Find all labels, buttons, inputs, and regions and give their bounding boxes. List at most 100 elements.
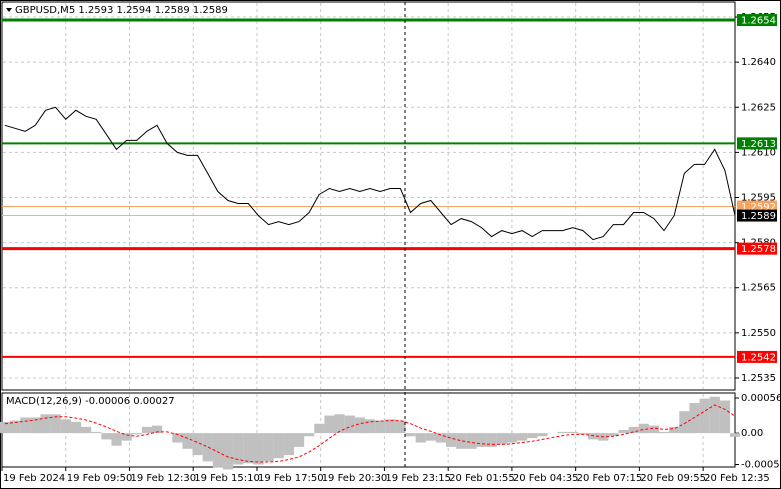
macd-bar xyxy=(435,433,447,443)
macd-bar xyxy=(304,433,315,437)
macd-bar xyxy=(588,433,599,440)
macd-bar xyxy=(243,433,254,464)
y-tick-label: 1.2640 xyxy=(741,57,776,68)
x-tick-label: 19 Feb 09:50 xyxy=(67,473,133,484)
macd-title: MACD(12,26,9) -0.00006 0.00027 xyxy=(6,396,175,407)
macd-bar xyxy=(10,420,21,434)
level-label: 1.2542 xyxy=(741,352,776,363)
macd-bar xyxy=(699,398,710,434)
main-panel xyxy=(1,1,736,391)
macd-bar xyxy=(131,433,142,435)
macd-bar xyxy=(253,433,264,465)
macd-bar xyxy=(354,417,366,434)
y-tick-label: 1.2625 xyxy=(741,102,776,113)
level-label: 1.2654 xyxy=(741,16,776,27)
price-line xyxy=(4,106,736,241)
level-label-box xyxy=(737,200,777,213)
macd-bar xyxy=(60,419,71,434)
macd-bar xyxy=(50,414,61,434)
macd-bar xyxy=(141,426,153,434)
macd-bar xyxy=(415,433,426,443)
x-tick-label: 19 Feb 15:10 xyxy=(194,473,260,484)
level-label-box xyxy=(737,242,777,255)
macd-bar xyxy=(202,433,213,462)
y-tick-label: 1.2535 xyxy=(741,373,776,384)
level-label: 1.2578 xyxy=(741,244,776,255)
x-tick-label: 20 Feb 07:15 xyxy=(577,473,643,484)
y-tick-label: 1.2595 xyxy=(741,193,776,204)
macd-bar xyxy=(648,425,660,434)
level-label-box xyxy=(737,14,777,27)
macd-bar xyxy=(628,426,639,434)
level-label-box xyxy=(737,350,777,363)
macd-bar xyxy=(405,433,416,437)
macd-bar xyxy=(40,414,51,434)
macd-bar xyxy=(283,433,295,456)
y-tick-label: 0.00056 xyxy=(741,393,781,404)
macd-bar xyxy=(608,433,619,437)
macd-bar xyxy=(709,396,720,434)
macd-bar xyxy=(111,433,122,446)
macd-bar xyxy=(567,431,578,434)
macd-bar xyxy=(263,433,274,462)
y-tick-label: -0.0005 xyxy=(741,459,780,470)
macd-bar xyxy=(659,431,670,434)
macd-bar xyxy=(152,425,163,434)
level-label: 1.2589 xyxy=(741,211,776,222)
level-label: 1.2613 xyxy=(741,139,776,150)
y-tick-label: 1.2565 xyxy=(741,283,776,294)
macd-bar xyxy=(679,411,690,434)
macd-bar xyxy=(527,433,538,439)
macd-bar xyxy=(689,403,700,434)
macd-bar xyxy=(70,421,82,434)
macd-bar xyxy=(385,419,396,434)
macd-bar xyxy=(486,433,497,447)
x-tick-label: 20 Feb 04:35 xyxy=(513,473,579,484)
macd-bar xyxy=(81,426,92,434)
x-tick-label: 20 Feb 12:35 xyxy=(704,473,770,484)
macd-bar xyxy=(91,431,102,434)
y-tick-label: 1.2610 xyxy=(741,147,776,158)
x-tick-label: 19 Feb 2024 xyxy=(3,473,65,484)
macd-bar xyxy=(517,433,528,441)
x-tick-label: 20 Feb 09:55 xyxy=(640,473,706,484)
macd-bar xyxy=(344,415,355,434)
x-tick-label: 19 Feb 17:50 xyxy=(258,473,324,484)
macd-bar xyxy=(496,433,507,445)
macd-bar xyxy=(212,433,224,468)
macd-bar xyxy=(0,421,11,434)
macd-bar xyxy=(30,417,41,434)
macd-bar xyxy=(121,433,132,441)
macd-bar xyxy=(537,433,548,437)
macd-bar xyxy=(456,433,467,449)
macd-bar xyxy=(730,433,741,437)
macd-bar xyxy=(577,433,589,435)
x-tick-label: 19 Feb 23:15 xyxy=(385,473,451,484)
menu-arrow xyxy=(6,8,12,12)
macd-bar xyxy=(506,433,518,443)
level-label-box xyxy=(737,209,777,222)
macd-bar xyxy=(222,433,234,470)
macd-bar xyxy=(273,433,284,459)
x-tick-label: 19 Feb 12:30 xyxy=(130,473,196,484)
macd-bar xyxy=(20,417,31,434)
macd-bar xyxy=(334,414,345,434)
level-label-box xyxy=(737,137,777,150)
macd-bar xyxy=(233,433,244,465)
x-tick-label: 19 Feb 20:30 xyxy=(322,473,388,484)
y-tick-label: 1.2550 xyxy=(741,328,776,339)
chart-title: GBPUSD,M5 1.2593 1.2594 1.2589 1.2589 xyxy=(15,5,228,16)
macd-bar xyxy=(324,415,335,434)
macd-bar xyxy=(557,431,568,434)
signal-line xyxy=(4,404,736,463)
macd-bar xyxy=(446,433,457,447)
y-tick-label: 0.00 xyxy=(741,428,763,439)
macd-bar xyxy=(293,433,305,447)
macd-bar xyxy=(364,419,376,434)
macd-bar xyxy=(638,423,649,434)
macd-bar xyxy=(192,433,203,456)
macd-bar xyxy=(425,433,436,441)
macd-bar xyxy=(476,433,487,447)
